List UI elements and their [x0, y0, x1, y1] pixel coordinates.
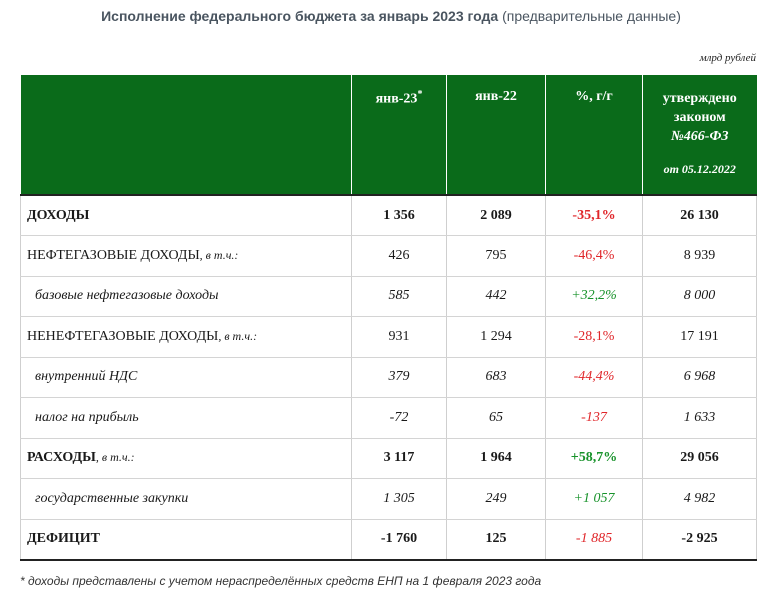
title-main: Исполнение федерального бюджета за январ… [101, 8, 499, 24]
cell-jan22: 2 089 [446, 194, 546, 236]
cell-jan22: 683 [446, 357, 546, 398]
table-row: ДОХОДЫ 1 356 2 089 -35,1% 26 130 [20, 194, 757, 236]
cell-jan22: 442 [446, 276, 546, 317]
cell-law: 29 056 [642, 438, 757, 479]
row-label: государственные закупки [20, 478, 352, 520]
cell-yoy: +1 057 [545, 478, 643, 520]
cell-yoy: -28,1% [545, 316, 643, 358]
cell-yoy: +58,7% [545, 438, 643, 479]
header-law-date: от 05.12.2022 [663, 162, 736, 176]
header-jan23: янв-23* [351, 75, 447, 195]
table-row: внутренний НДС 379 683 -44,4% 6 968 [20, 357, 757, 398]
cell-law: 1 633 [642, 397, 757, 439]
table-row: РАСХОДЫ, в т.ч.: 3 117 1 964 +58,7% 29 0… [20, 438, 757, 479]
cell-yoy: -44,4% [545, 357, 643, 398]
table-row: государственные закупки 1 305 249 +1 057… [20, 478, 757, 520]
cell-jan23: 585 [351, 276, 447, 317]
cell-jan23: 1 305 [351, 478, 447, 520]
row-label: базовые нефтегазовые доходы [20, 276, 352, 317]
title-note: (предварительные данные) [502, 8, 681, 24]
cell-law: 26 130 [642, 194, 757, 236]
header-label-cell [20, 75, 352, 195]
cell-yoy: -137 [545, 397, 643, 439]
cell-jan23: -72 [351, 397, 447, 439]
cell-jan23: -1 760 [351, 519, 447, 561]
cell-jan22: 1 964 [446, 438, 546, 479]
cell-jan23: 3 117 [351, 438, 447, 479]
cell-jan22: 65 [446, 397, 546, 439]
cell-jan22: 125 [446, 519, 546, 561]
cell-jan23: 426 [351, 235, 447, 277]
cell-jan22: 249 [446, 478, 546, 520]
cell-law: 4 982 [642, 478, 757, 520]
table-row: налог на прибыль -72 65 -137 1 633 [20, 397, 757, 439]
header-law: утверждено законом №466-ФЗ от 05.12.2022 [642, 75, 757, 195]
table-row: НЕФТЕГАЗОВЫЕ ДОХОДЫ, в т.ч.: 426 795 -46… [20, 235, 757, 277]
cell-jan23: 931 [351, 316, 447, 358]
row-label: ДЕФИЦИТ [20, 519, 352, 561]
table-row: базовые нефтегазовые доходы 585 442 +32,… [20, 276, 757, 317]
table-row: ДЕФИЦИТ -1 760 125 -1 885 -2 925 [20, 519, 757, 561]
cell-law: 8 939 [642, 235, 757, 277]
cell-yoy: -46,4% [545, 235, 643, 277]
cell-law: 6 968 [642, 357, 757, 398]
cell-yoy: +32,2% [545, 276, 643, 317]
row-label: внутренний НДС [20, 357, 352, 398]
cell-law: 8 000 [642, 276, 757, 317]
cell-jan22: 795 [446, 235, 546, 277]
budget-table: янв-23* янв-22 %, г/г утверждено законом… [20, 75, 757, 561]
cell-jan23: 1 356 [351, 194, 447, 236]
cell-law: -2 925 [642, 519, 757, 561]
page-title: Исполнение федерального бюджета за январ… [0, 8, 782, 24]
row-label: НЕНЕФТЕГАЗОВЫЕ ДОХОДЫ, в т.ч.: [20, 316, 352, 358]
header-jan22: янв-22 [446, 75, 546, 195]
table-row: НЕНЕФТЕГАЗОВЫЕ ДОХОДЫ, в т.ч.: 931 1 294… [20, 316, 757, 358]
footnote: * доходы представлены с учетом нераспред… [20, 574, 542, 588]
row-label: РАСХОДЫ, в т.ч.: [20, 438, 352, 479]
cell-law: 17 191 [642, 316, 757, 358]
row-label: ДОХОДЫ [20, 194, 352, 236]
cell-yoy: -35,1% [545, 194, 643, 236]
header-yoy: %, г/г [545, 75, 643, 195]
table-header-row: янв-23* янв-22 %, г/г утверждено законом… [20, 75, 757, 195]
cell-jan22: 1 294 [446, 316, 546, 358]
row-label: НЕФТЕГАЗОВЫЕ ДОХОДЫ, в т.ч.: [20, 235, 352, 277]
cell-jan23: 379 [351, 357, 447, 398]
cell-yoy: -1 885 [545, 519, 643, 561]
row-label: налог на прибыль [20, 397, 352, 439]
unit-label: млрд рублей [699, 52, 756, 64]
